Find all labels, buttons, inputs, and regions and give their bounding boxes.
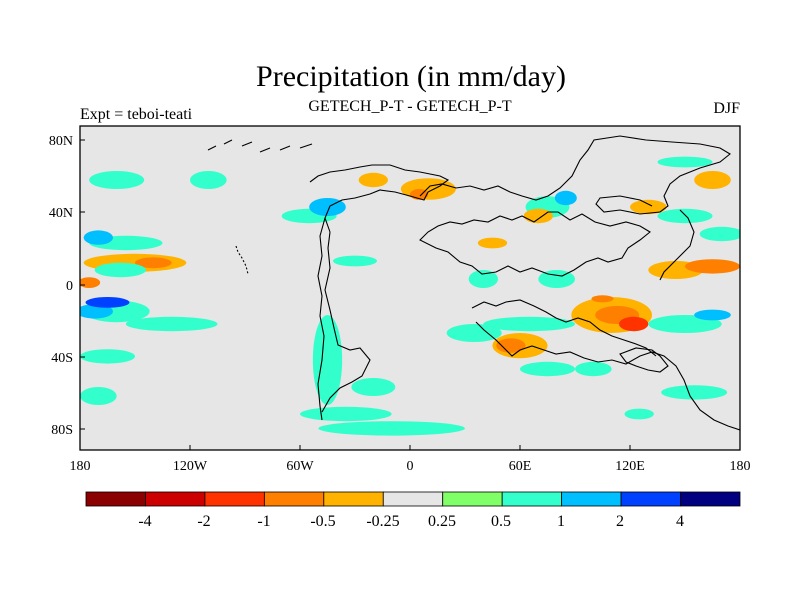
anomaly-patch <box>312 315 343 405</box>
chart-title: Precipitation (in mm/day) <box>256 60 566 93</box>
coastline-arctic-islands <box>207 139 313 153</box>
colorbar-label: -0.25 <box>366 513 399 530</box>
x-tick-label: 180 <box>70 459 91 474</box>
y-tick-label: 40N <box>49 206 73 221</box>
anomaly-patch <box>400 178 456 200</box>
anomaly-patch <box>333 255 377 267</box>
anomaly-patch <box>351 378 396 396</box>
anomaly-patch <box>446 324 502 342</box>
colorbar-label: -2 <box>197 513 210 530</box>
anomaly-patch <box>694 171 731 189</box>
anomaly-patch <box>125 316 218 332</box>
anomaly-patch <box>520 361 575 377</box>
anomaly-patch <box>619 316 649 332</box>
anomaly-patch <box>479 226 524 242</box>
anomaly-patch <box>168 345 212 357</box>
coastline-eurasia <box>419 135 731 215</box>
map-plot-area <box>79 125 741 451</box>
map-background <box>80 126 740 450</box>
anomaly-patch <box>630 199 667 215</box>
coastline-north-america <box>309 164 450 233</box>
anomaly-patch <box>300 406 392 422</box>
anomaly-patch <box>89 171 145 189</box>
colorbar-label: 2 <box>616 513 624 530</box>
anomaly-patch <box>468 270 499 288</box>
colorbar-swatch <box>323 491 384 507</box>
colorbar-swatch <box>382 491 444 507</box>
y-tick-label: 80N <box>49 134 73 149</box>
anomaly-patch <box>477 237 508 249</box>
colorbar: -4 -2 -1 -0.5 -0.25 0.25 0.5 1 2 4 <box>85 491 741 530</box>
anomaly-patch <box>591 295 614 303</box>
anomaly-patch <box>699 226 740 242</box>
anomaly-patch <box>554 190 577 206</box>
colorbar-label: -1 <box>257 513 270 530</box>
x-tick-label: 60E <box>509 459 532 474</box>
y-tick-label: 80S <box>51 423 73 438</box>
x-tick-label: 0 <box>407 459 414 474</box>
anomaly-patch <box>190 171 227 189</box>
anomaly-patch <box>624 408 654 420</box>
season-label: DJF <box>713 100 740 117</box>
x-tick-label: 120W <box>173 459 208 474</box>
anomaly-patch <box>661 385 728 400</box>
coastline-africa <box>419 211 651 277</box>
colorbar-swatch <box>680 491 741 507</box>
colorbar-swatch <box>501 491 563 507</box>
anomaly-patch <box>523 208 553 224</box>
colorbar-swatch <box>561 491 622 507</box>
colorbar-label: 4 <box>676 513 684 530</box>
colorbar-swatch <box>442 491 503 507</box>
y-tick-label: 0 <box>66 279 73 294</box>
anomaly-patch <box>694 309 731 321</box>
anomaly-patch <box>657 156 713 168</box>
anomaly-patch <box>483 316 575 332</box>
coastlines <box>207 135 740 431</box>
x-tick-label: 180 <box>730 459 751 474</box>
coastline-south-america <box>321 231 371 413</box>
anomaly-patch <box>657 208 713 224</box>
anomaly-patch <box>358 172 389 188</box>
y-tick-label: 40S <box>51 351 73 366</box>
colorbar-label: 0.5 <box>491 513 511 530</box>
colorbar-label: -0.5 <box>310 513 335 530</box>
coastline-pacific-islands <box>235 245 249 275</box>
anomaly-field <box>80 156 740 436</box>
coastline-east-asia <box>659 209 695 281</box>
anomaly-patch <box>496 338 526 353</box>
colorbar-swatch <box>263 491 325 507</box>
colorbar-swatch <box>620 491 681 507</box>
colorbar-label: 0.25 <box>428 513 456 530</box>
coastline-south-america-west <box>317 217 326 421</box>
anomaly-patch <box>80 349 135 364</box>
x-tick-label: 120E <box>615 459 645 474</box>
dataset-label: GETECH_P-T - GETECH_P-T <box>308 98 511 115</box>
anomaly-patch <box>80 277 101 288</box>
anomaly-patch <box>83 230 114 245</box>
anomaly-patch <box>80 304 113 319</box>
coastline-antarctica-rim <box>475 321 740 431</box>
colorbar-label: 1 <box>557 513 565 530</box>
coastline-australia <box>619 347 669 373</box>
colorbar-swatch <box>145 491 206 507</box>
colorbar-swatches <box>85 491 741 507</box>
experiment-label: Expt = teboi-teati <box>80 106 193 123</box>
anomaly-patch <box>94 262 146 278</box>
colorbar-label: -4 <box>138 513 151 530</box>
anomaly-patch <box>135 257 172 269</box>
anomaly-patch <box>575 361 612 377</box>
coastline-india-block <box>471 299 657 357</box>
x-tick-label: 60W <box>286 459 314 474</box>
anomaly-patch <box>685 259 740 274</box>
anomaly-patch <box>318 421 465 436</box>
anomaly-patch <box>80 387 117 405</box>
colorbar-swatch <box>85 491 146 507</box>
x-axis: 180 120W 60W 0 60E 120E 180 <box>70 445 751 474</box>
colorbar-swatch <box>204 491 265 507</box>
anomaly-patch <box>85 297 130 308</box>
y-axis: 80N 40N 0 40S 80S <box>49 134 85 438</box>
